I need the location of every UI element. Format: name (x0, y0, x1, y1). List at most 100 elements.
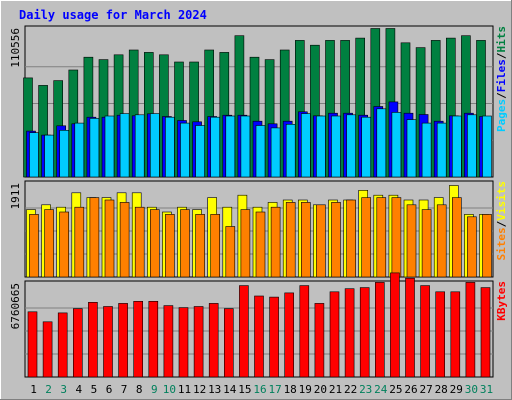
bar-sites (316, 204, 326, 278)
bar-kbytes (239, 285, 249, 378)
bar-pages (195, 125, 205, 178)
bar-kbytes (133, 300, 143, 378)
bar-pages (467, 114, 477, 178)
bar-pages (119, 113, 130, 178)
bar-sites (361, 197, 372, 278)
x-tick-label: 2 (45, 383, 52, 396)
x-tick-label: 5 (91, 383, 98, 396)
x-tick-label: 1 (30, 383, 37, 396)
legend-visits: Sites/Visits (495, 181, 508, 261)
bar-pages (89, 118, 100, 178)
x-tick-label: 15 (238, 383, 251, 396)
y-max-label: 6760665 (9, 283, 22, 329)
bar-kbytes (344, 288, 355, 378)
bar-kbytes (57, 312, 68, 378)
x-tick-label: 29 (450, 383, 463, 396)
bar-sites (225, 226, 236, 278)
bar-pages (59, 130, 70, 178)
bar-kbytes (450, 291, 461, 378)
bar-sites (331, 202, 341, 278)
bar-sites (255, 211, 266, 278)
x-tick-label: 7 (121, 383, 128, 396)
panel-visits: 1911 Sites/Visits (9, 180, 508, 278)
bar-pages (270, 127, 281, 178)
bar-pages (376, 108, 387, 178)
x-axis: 1 2 3 4 5 6 7 8 9 10 11 12 13 14 15 16 17 18 19 20 21 22 23 24 2… (30, 383, 493, 396)
bar-pages (300, 113, 311, 178)
x-tick-label: 14 (223, 383, 237, 396)
chart-title: Daily usage for March 2024 (19, 8, 207, 22)
legend-item-visits: Visits (495, 181, 508, 221)
series-pages (29, 108, 492, 178)
series-sites (29, 197, 492, 278)
bar-kbytes (178, 307, 189, 378)
bar-sites (165, 214, 175, 278)
bar-sites (451, 197, 462, 278)
bar-kbytes (254, 295, 264, 378)
bar-pages (104, 115, 115, 178)
bar-pages (210, 116, 220, 178)
x-tick-label: 20 (314, 383, 327, 396)
bar-sites (180, 209, 190, 278)
legend-separator: / (495, 92, 508, 99)
bar-pages (451, 115, 462, 178)
bar-kbytes (314, 303, 325, 378)
panel-hits: 110556 Pages/Files/Hits (9, 25, 508, 178)
bar-sites (391, 197, 402, 278)
bar-kbytes (465, 282, 476, 378)
bar-pages (225, 115, 236, 178)
x-tick-label: 9 (151, 383, 158, 396)
bar-kbytes (435, 291, 446, 378)
bar-pages (255, 125, 266, 178)
bar-sites (134, 206, 145, 278)
bar-kbytes (420, 285, 430, 378)
bar-sites (119, 202, 130, 278)
x-tick-label: 16 (253, 383, 266, 396)
bar-sites (240, 209, 251, 278)
legend-kbytes: KBytes (495, 281, 508, 321)
bar-sites (436, 204, 447, 278)
bar-pages (316, 115, 326, 178)
x-tick-label: 18 (284, 383, 297, 396)
legend-item-pages: Pages (495, 99, 508, 132)
legend-hits: Pages/Files/Hits (495, 26, 508, 132)
bar-pages (391, 112, 402, 178)
x-tick-label: 13 (208, 383, 221, 396)
bar-sites (195, 214, 205, 278)
x-tick-label: 8 (136, 383, 143, 396)
bar-kbytes (284, 292, 295, 378)
bar-sites (467, 216, 477, 278)
x-tick-label: 17 (268, 383, 281, 396)
bar-kbytes (208, 303, 219, 378)
bar-kbytes (269, 296, 279, 378)
bar-pages (436, 122, 447, 178)
bar-pages (240, 115, 251, 178)
x-tick-label: 19 (299, 383, 312, 396)
bar-sites (285, 202, 296, 278)
bar-pages (150, 113, 160, 178)
x-tick-label: 22 (344, 383, 357, 396)
bar-pages (29, 132, 39, 178)
legend-separator: / (495, 220, 508, 227)
legend-separator: / (495, 52, 508, 59)
legend-item-sites: Sites (495, 227, 508, 260)
x-tick-label: 27 (419, 383, 432, 396)
bar-sites (421, 209, 432, 278)
bar-kbytes (299, 285, 310, 378)
bar-sites (44, 209, 54, 278)
bar-kbytes (359, 287, 370, 378)
x-tick-label: 21 (329, 383, 342, 396)
series-kbytes (27, 272, 491, 378)
bar-pages (346, 114, 356, 178)
bar-kbytes (73, 308, 83, 378)
bar-kbytes (374, 282, 385, 378)
x-tick-label: 26 (404, 383, 417, 396)
bar-kbytes (390, 272, 400, 378)
bar-sites (104, 199, 115, 278)
bar-sites (482, 214, 492, 278)
bar-sites (300, 202, 311, 278)
legend-item-kbytes: KBytes (495, 281, 508, 321)
y-max-label: 110556 (9, 28, 22, 68)
